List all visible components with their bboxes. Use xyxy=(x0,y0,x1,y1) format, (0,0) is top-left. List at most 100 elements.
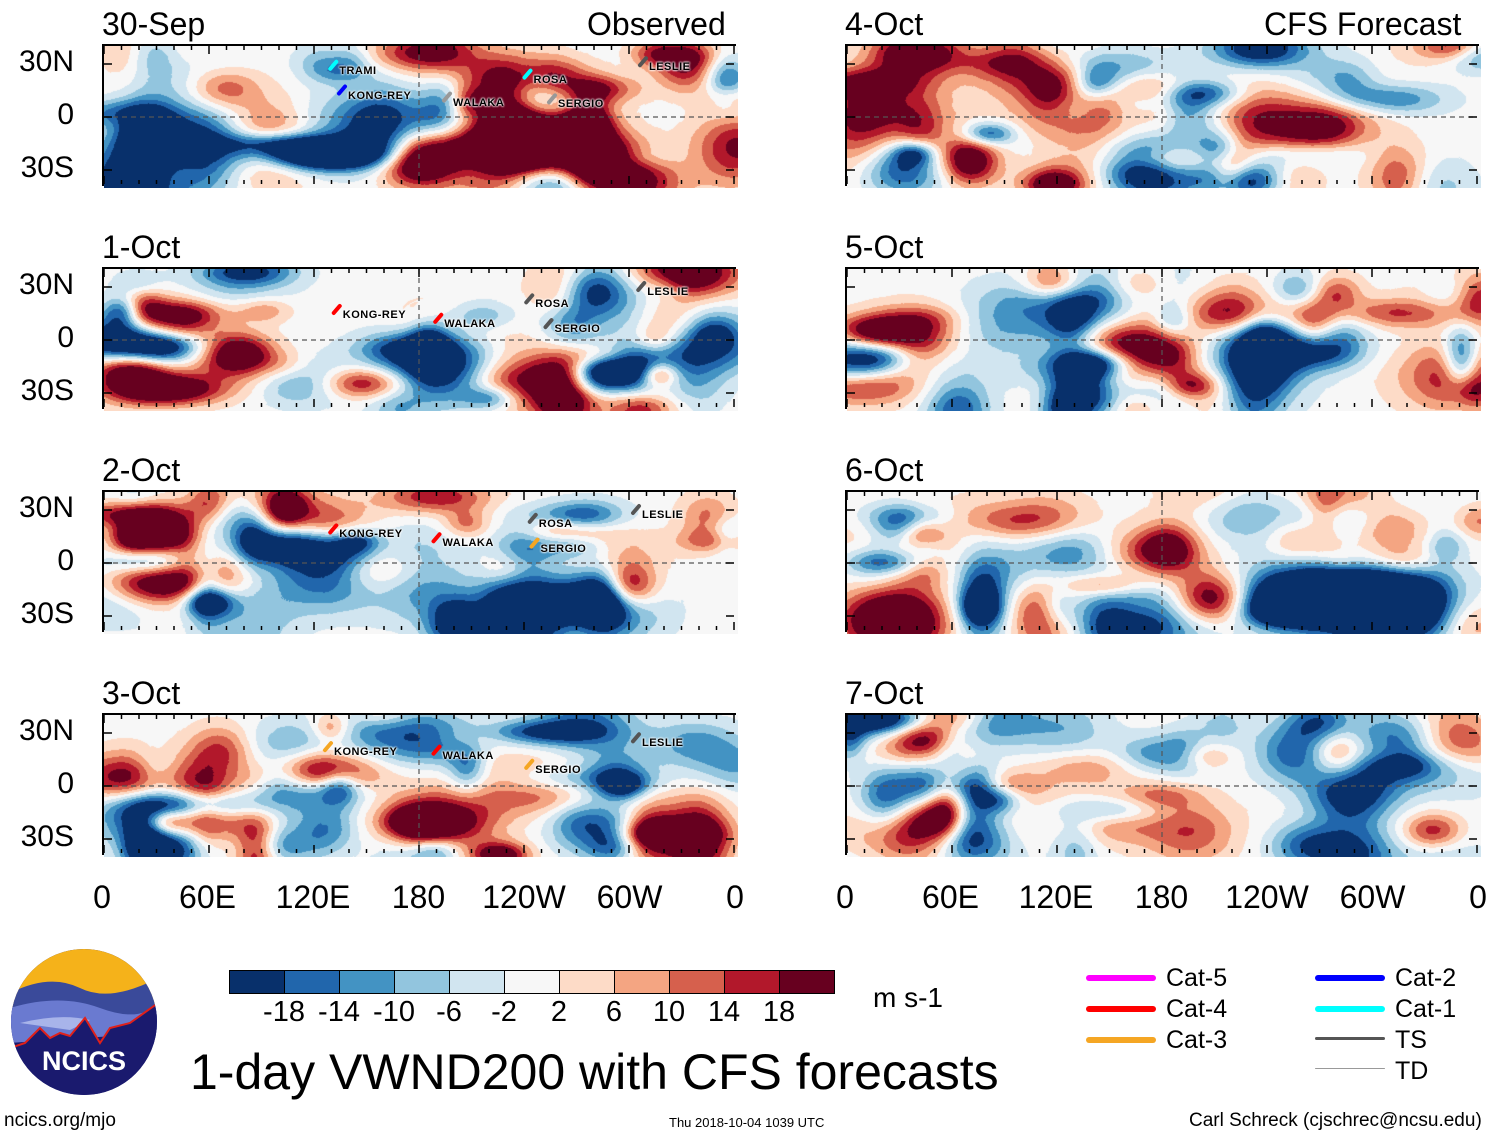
storm-label: LESLIE xyxy=(649,61,691,74)
legend-label: Cat-2 xyxy=(1395,964,1457,992)
lon-label: 180 xyxy=(1134,879,1189,915)
map-panel-1-Oct: KONG-REY WALAKA ROSA SERGIO LESLIE xyxy=(102,267,738,411)
lat-label: 30S xyxy=(20,820,74,853)
legend-line-ts xyxy=(1315,1037,1385,1040)
legend-label: TD xyxy=(1395,1057,1429,1085)
colorbar-label: -10 xyxy=(373,996,415,1028)
storm-track-walaka xyxy=(431,532,442,544)
colorbar-swatch xyxy=(285,971,340,993)
grid-overlay xyxy=(103,46,735,184)
storm-label: WALAKA xyxy=(444,317,496,330)
legend-line-cat-2 xyxy=(1315,975,1385,981)
legend-label: Cat-1 xyxy=(1395,995,1457,1023)
legend-line-cat-4 xyxy=(1086,1006,1156,1012)
legend-label: Cat-5 xyxy=(1166,964,1228,992)
colorbar-label: 14 xyxy=(707,996,741,1028)
panel-date: 5-Oct xyxy=(845,229,924,265)
storm-track-rosa xyxy=(522,68,533,80)
panel-date: 6-Oct xyxy=(845,452,924,488)
colorbar-label: -14 xyxy=(318,996,360,1028)
storm-track-sergio xyxy=(529,537,540,549)
lon-label: 120W xyxy=(1225,879,1309,915)
lat-label: 30S xyxy=(20,151,74,184)
lon-label: 60W xyxy=(596,879,663,915)
map-panel-4-Oct xyxy=(845,44,1481,188)
lat-label: 0 xyxy=(57,767,74,800)
storm-track-walaka xyxy=(431,744,442,756)
lon-label: 60W xyxy=(1339,879,1406,915)
storm-label: ROSA xyxy=(538,517,573,530)
ncics-logo: NCICS xyxy=(10,948,158,1096)
storm-track-leslie xyxy=(631,732,641,744)
storm-label: WALAKA xyxy=(442,749,494,762)
legend-line-cat-1 xyxy=(1315,1006,1385,1012)
lat-label: 30S xyxy=(20,597,74,630)
panel-date: 2-Oct xyxy=(102,452,181,488)
storm-track-rosa xyxy=(527,512,538,524)
colorbar-swatch xyxy=(780,971,834,993)
legend-label: Cat-4 xyxy=(1166,995,1228,1023)
footer-timestamp: Thu 2018-10-04 1039 UTC xyxy=(669,1115,825,1130)
lon-label: 0 xyxy=(93,879,111,915)
lat-label: 30N xyxy=(18,268,74,301)
storm-track-kong-rey xyxy=(337,84,347,96)
storm-label: LESLIE xyxy=(642,737,684,750)
colorbar-swatch xyxy=(230,971,285,993)
grid-overlay xyxy=(103,715,735,853)
colorbar-units: m s-1 xyxy=(873,982,943,1013)
legend-line-td xyxy=(1315,1068,1385,1069)
colorbar-swatch xyxy=(670,971,725,993)
storm-track-leslie xyxy=(631,504,641,515)
storm-label: SERGIO xyxy=(558,98,604,111)
colorbar-swatch xyxy=(395,971,450,993)
storm-track-rosa xyxy=(524,293,535,305)
storm-label: KONG-REY xyxy=(348,89,412,102)
storm-track-leslie xyxy=(636,281,647,292)
storm-track-walaka xyxy=(442,91,452,103)
colorbar-label: 10 xyxy=(652,996,686,1028)
map-panel-5-Oct xyxy=(845,267,1481,411)
storm-track-trami xyxy=(328,59,339,71)
legend-label: Cat-3 xyxy=(1166,1026,1228,1054)
storm-track-sergio xyxy=(524,758,535,770)
forecast-header: CFS Forecast xyxy=(1264,6,1462,42)
grid-overlay xyxy=(846,715,1478,853)
lon-label: 120E xyxy=(1018,879,1094,915)
storm-label: WALAKA xyxy=(442,537,494,550)
lat-label: 0 xyxy=(57,321,74,354)
grid-overlay xyxy=(846,492,1478,630)
footer-url[interactable]: ncics.org/mjo xyxy=(4,1110,116,1131)
lat-label: 0 xyxy=(57,544,74,577)
lat-label: 0 xyxy=(57,98,74,131)
storm-track-sergio xyxy=(543,318,554,330)
colorbar-label: 18 xyxy=(762,996,796,1028)
panel-date: 1-Oct xyxy=(102,229,181,265)
legend-label: TS xyxy=(1395,1026,1427,1054)
storm-label: TRAMI xyxy=(339,64,377,77)
colorbar xyxy=(229,970,835,994)
lon-label: 0 xyxy=(1469,879,1487,915)
lon-label: 180 xyxy=(391,879,446,915)
panel-date: 7-Oct xyxy=(845,675,924,711)
lon-label: 0 xyxy=(836,879,854,915)
figure-title: 1-day VWND200 with CFS forecasts xyxy=(190,1044,999,1100)
storm-label: SERGIO xyxy=(554,323,601,336)
map-panel-30-Sep: TRAMI KONG-REY WALAKA ROSA SERGIO LESLIE xyxy=(102,44,738,188)
lat-label: 30N xyxy=(18,714,74,747)
storm-label: SERGIO xyxy=(535,763,582,776)
storm-track-sergio xyxy=(547,93,557,105)
colorbar-label: 2 xyxy=(550,996,568,1028)
legend-line-cat-3 xyxy=(1086,1037,1156,1043)
colorbar-label: -2 xyxy=(491,996,517,1028)
storm-label: ROSA xyxy=(535,298,570,311)
grid-overlay xyxy=(846,269,1478,407)
lat-label: 30N xyxy=(18,491,74,524)
colorbar-swatch xyxy=(340,971,395,993)
lon-label: 120E xyxy=(275,879,351,915)
panel-date: 4-Oct xyxy=(845,6,924,42)
grid-overlay xyxy=(846,46,1478,184)
lon-label: 120W xyxy=(482,879,566,915)
colorbar-swatch xyxy=(505,971,560,993)
grid-overlay xyxy=(103,269,735,407)
colorbar-label: -6 xyxy=(436,996,462,1028)
